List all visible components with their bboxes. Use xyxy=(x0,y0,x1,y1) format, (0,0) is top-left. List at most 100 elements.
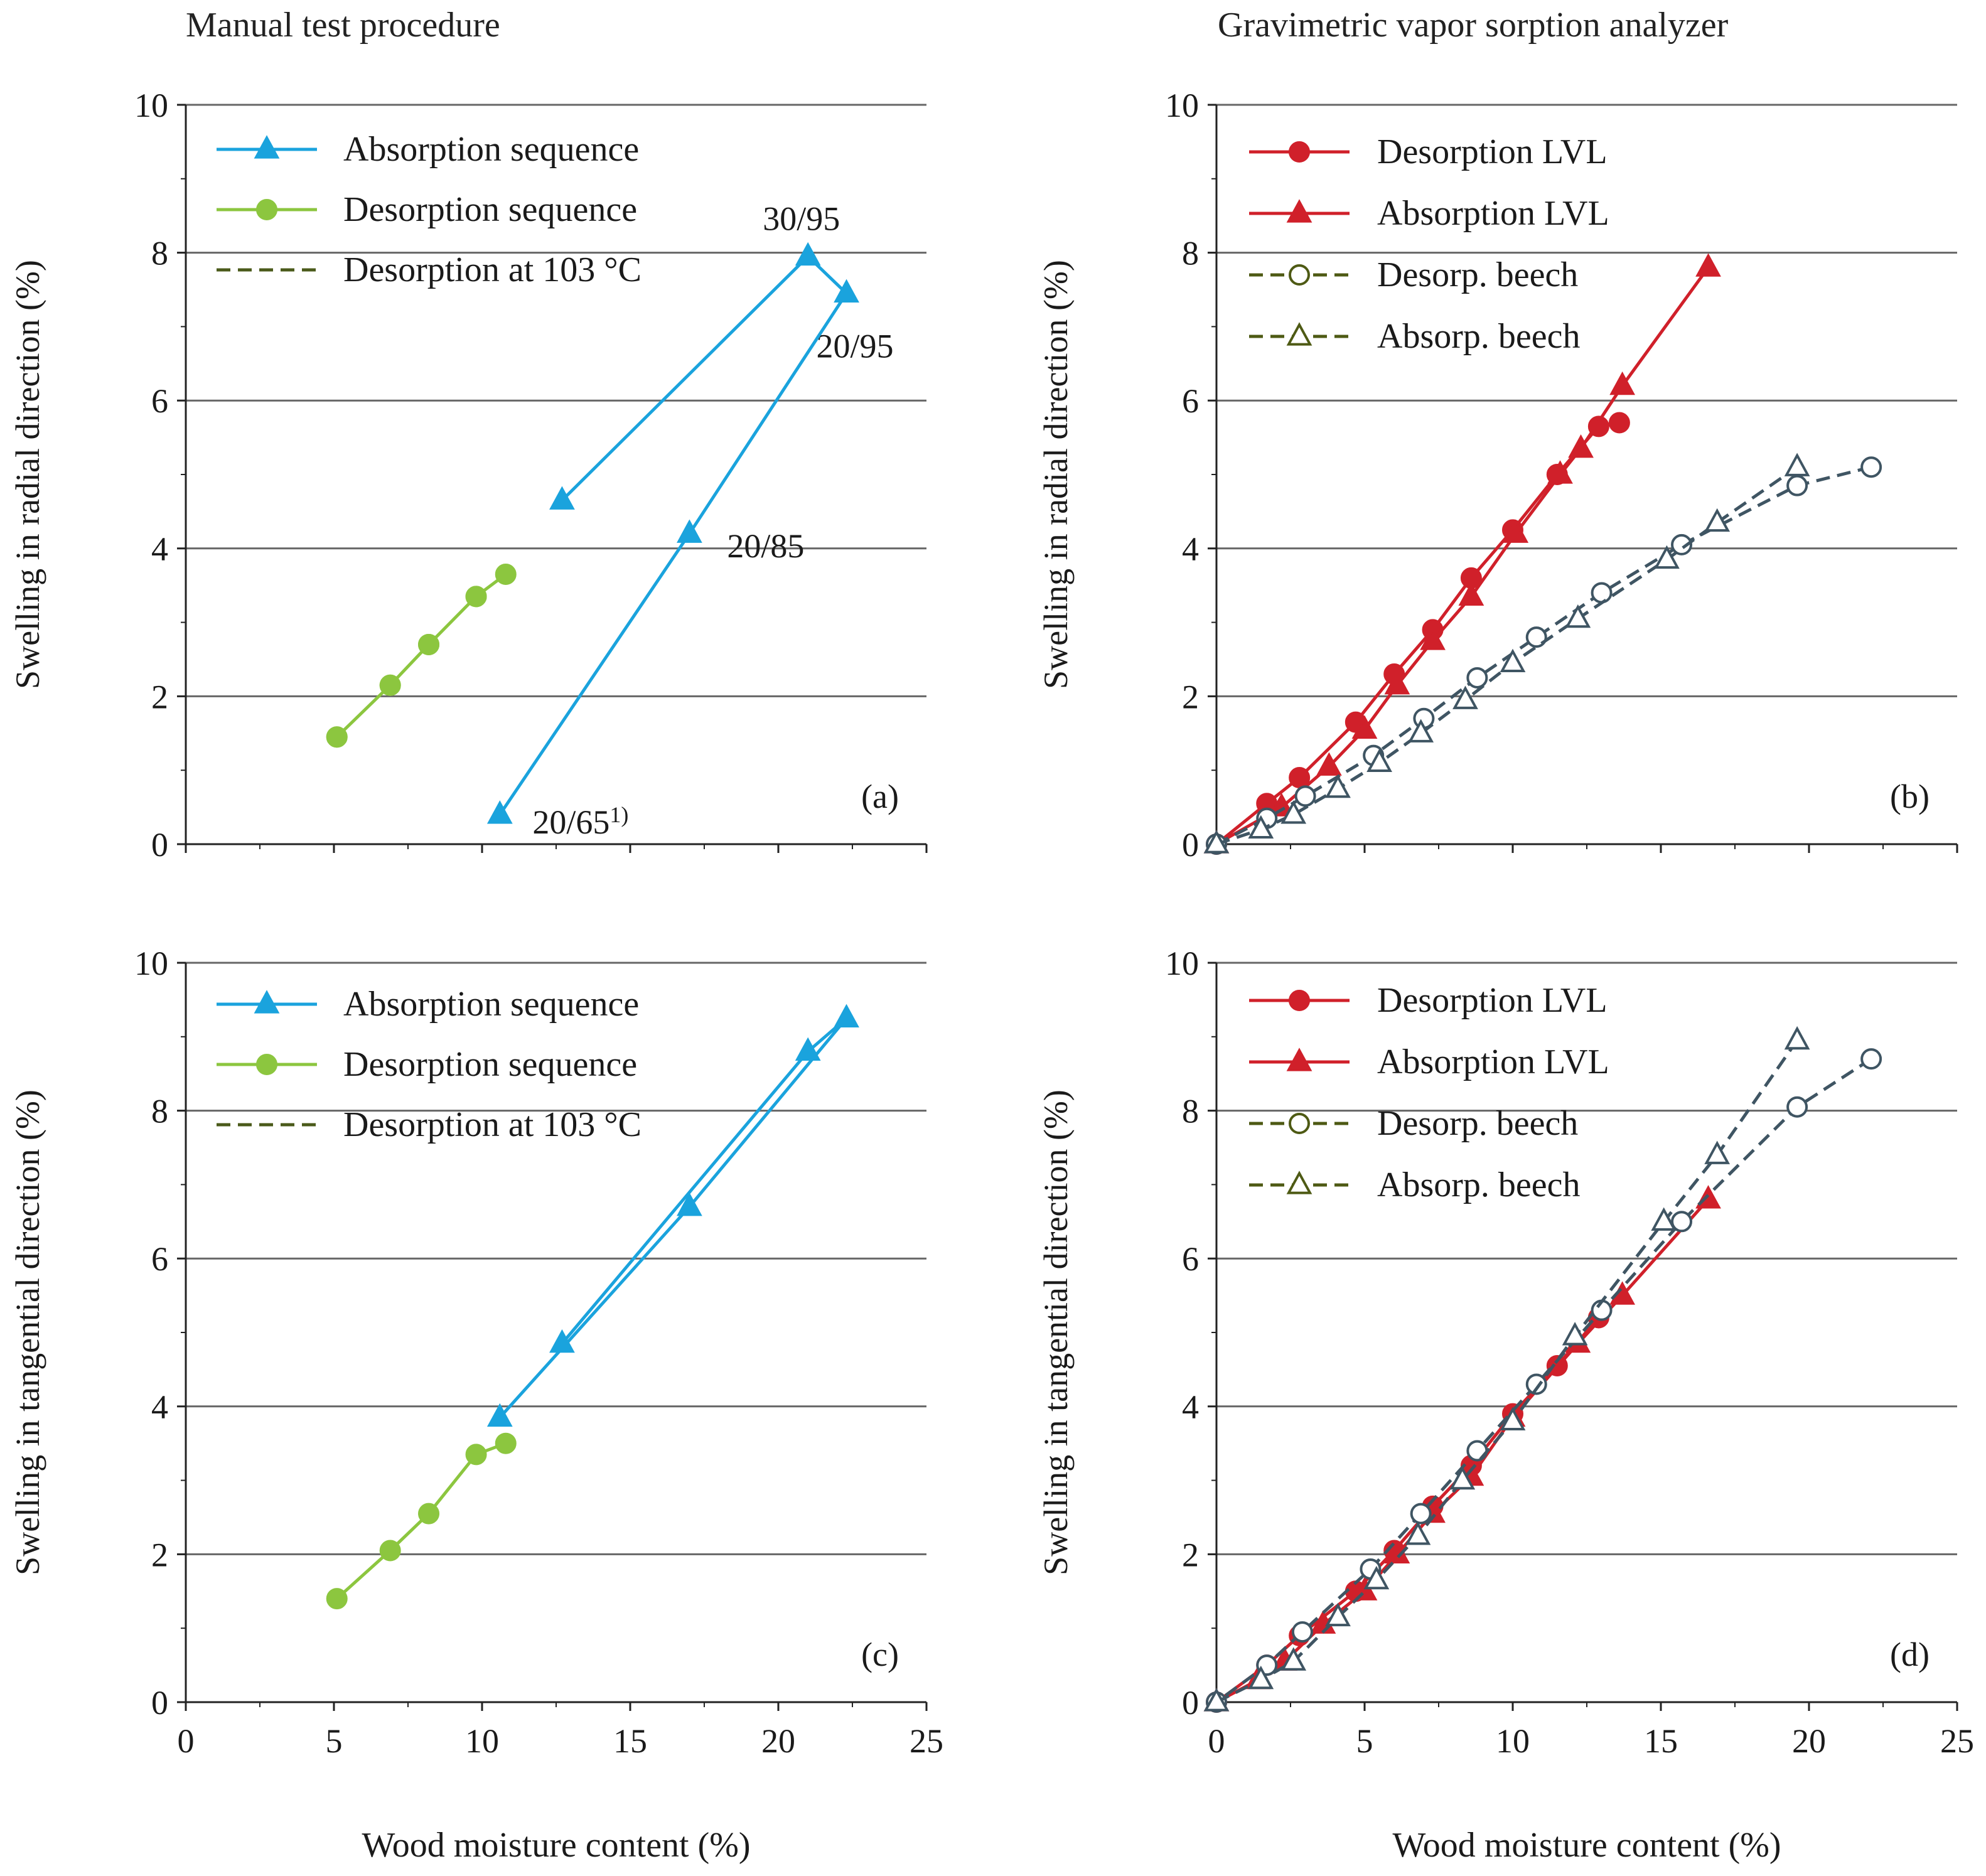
series-line xyxy=(1215,1039,1799,1704)
x-tick-label: 5 xyxy=(326,1722,343,1760)
data-point xyxy=(1503,519,1529,543)
chart-panel-a: 0 2 4 6 8 10 Swelling in radial direction (%) (… xyxy=(9,87,928,864)
y-tick-label: 0 xyxy=(1182,826,1199,864)
data-point xyxy=(326,726,348,748)
x-tick-label: 10 xyxy=(1496,1722,1530,1760)
series-line xyxy=(1215,421,1620,845)
data-point xyxy=(1351,1577,1378,1600)
chart-panel-b: 0 2 4 6 8 10 Swelling in radial direction (%) (… xyxy=(1037,87,1958,864)
data-point xyxy=(1568,434,1594,458)
legend-marker xyxy=(1286,1048,1312,1071)
data-point xyxy=(1704,1140,1731,1164)
data-point xyxy=(1671,533,1693,555)
data-point xyxy=(418,633,440,655)
annotation-label: 20/95 xyxy=(817,327,894,365)
data-point xyxy=(1248,815,1274,839)
data-point xyxy=(549,486,575,510)
x-tick-label: 15 xyxy=(613,1722,647,1760)
y-tick-label: 6 xyxy=(151,1240,168,1278)
data-point xyxy=(1248,1665,1274,1690)
y-tick-label: 10 xyxy=(134,945,168,982)
y-tick-label: 8 xyxy=(151,235,168,272)
data-point xyxy=(1384,670,1410,695)
data-point xyxy=(1280,800,1307,824)
data-point xyxy=(1408,719,1434,742)
legend-entry-label: Desorption LVL xyxy=(1377,132,1608,171)
data-point xyxy=(418,1503,440,1525)
legend-entry-label: Desorption sequence xyxy=(343,1045,637,1084)
data-point xyxy=(1500,1407,1526,1430)
data-point xyxy=(1608,412,1630,434)
legend-marker xyxy=(256,1054,277,1075)
legend-entry-label: Absorp. beech xyxy=(1377,317,1580,356)
legend: Desorption LVL Absorption LVL Desorp. beec… xyxy=(1249,981,1609,1204)
y-tick-label: 8 xyxy=(151,1093,168,1130)
data-point xyxy=(834,279,859,303)
series-absorption-lvl xyxy=(1203,253,1721,854)
y-tick-label: 4 xyxy=(151,530,168,568)
legend-entry-label: Absorption LVL xyxy=(1377,1043,1609,1081)
y-tick-label: 4 xyxy=(151,1388,168,1426)
x-axis-label: Wood moisture content (%) xyxy=(1392,1826,1781,1865)
y-tick-label: 6 xyxy=(1182,382,1199,420)
y-axis-label: Swelling in radial direction (%) xyxy=(1037,260,1075,689)
panel-label: (d) xyxy=(1890,1636,1930,1673)
data-point xyxy=(1525,1373,1547,1395)
y-tick-label: 4 xyxy=(1182,530,1199,568)
legend: Absorption sequence Desorption sequence De… xyxy=(217,130,641,289)
data-point xyxy=(1671,1211,1693,1233)
data-point xyxy=(1565,604,1591,628)
legend-entry-label: Absorption sequence xyxy=(343,130,639,169)
legend-entry-label: Desorption sequence xyxy=(343,190,637,229)
annotation-label: 20/651) xyxy=(532,802,628,841)
legend: Desorption LVL Absorption LVL Desorp. beec… xyxy=(1249,132,1609,356)
series-desorption-sequence xyxy=(326,564,517,748)
y-tick-label: 8 xyxy=(1182,1093,1199,1130)
data-point xyxy=(1695,253,1721,277)
data-point xyxy=(465,1444,487,1466)
data-point xyxy=(1203,830,1230,854)
data-point xyxy=(1466,667,1488,689)
data-point xyxy=(1562,1322,1588,1346)
y-tick-label: 2 xyxy=(1182,1536,1199,1573)
legend: Absorption sequence Desorption sequence De… xyxy=(217,985,641,1144)
legend-entry-label: Absorption LVL xyxy=(1377,194,1609,233)
data-point xyxy=(1591,582,1613,604)
y-tick-label: 0 xyxy=(151,826,168,864)
data-point xyxy=(1289,766,1311,788)
data-point xyxy=(495,564,517,586)
data-point xyxy=(1651,1207,1677,1231)
panel-label: (b) xyxy=(1890,778,1930,815)
data-point xyxy=(486,800,513,824)
data-point xyxy=(1786,1096,1808,1118)
y-axis-label: Swelling in tangential direction (%) xyxy=(1037,1090,1075,1575)
legend-entry-label: Absorption sequence xyxy=(343,985,639,1024)
data-point xyxy=(495,1432,517,1454)
data-point xyxy=(1203,1688,1230,1712)
data-point xyxy=(834,1004,859,1027)
data-point xyxy=(465,586,487,608)
data-point xyxy=(1458,582,1484,606)
legend-marker xyxy=(254,135,280,159)
legend-marker xyxy=(1286,322,1312,346)
x-tick-label: 0 xyxy=(178,1722,195,1760)
data-point xyxy=(1654,545,1680,569)
panel-label: (c) xyxy=(861,1636,899,1673)
y-tick-label: 10 xyxy=(134,87,168,124)
y-axis-label: Swelling in radial direction (%) xyxy=(9,260,46,689)
data-point xyxy=(795,242,821,266)
data-point xyxy=(1325,1602,1351,1627)
y-tick-label: 8 xyxy=(1182,235,1199,272)
legend-marker xyxy=(1286,199,1312,223)
data-point xyxy=(1269,793,1295,817)
series-desorp-beech xyxy=(1206,1048,1882,1713)
series-desorption-sequence xyxy=(326,1432,517,1610)
x-tick-label: 20 xyxy=(761,1722,795,1760)
panel-label: (a) xyxy=(861,778,899,815)
data-point xyxy=(1609,371,1636,395)
legend-marker xyxy=(1289,141,1310,163)
x-axis-label: Wood moisture content (%) xyxy=(362,1826,750,1865)
y-tick-label: 6 xyxy=(151,382,168,420)
legend-entry-label: Desorp. beech xyxy=(1377,255,1578,294)
x-tick-label: 15 xyxy=(1644,1722,1678,1760)
